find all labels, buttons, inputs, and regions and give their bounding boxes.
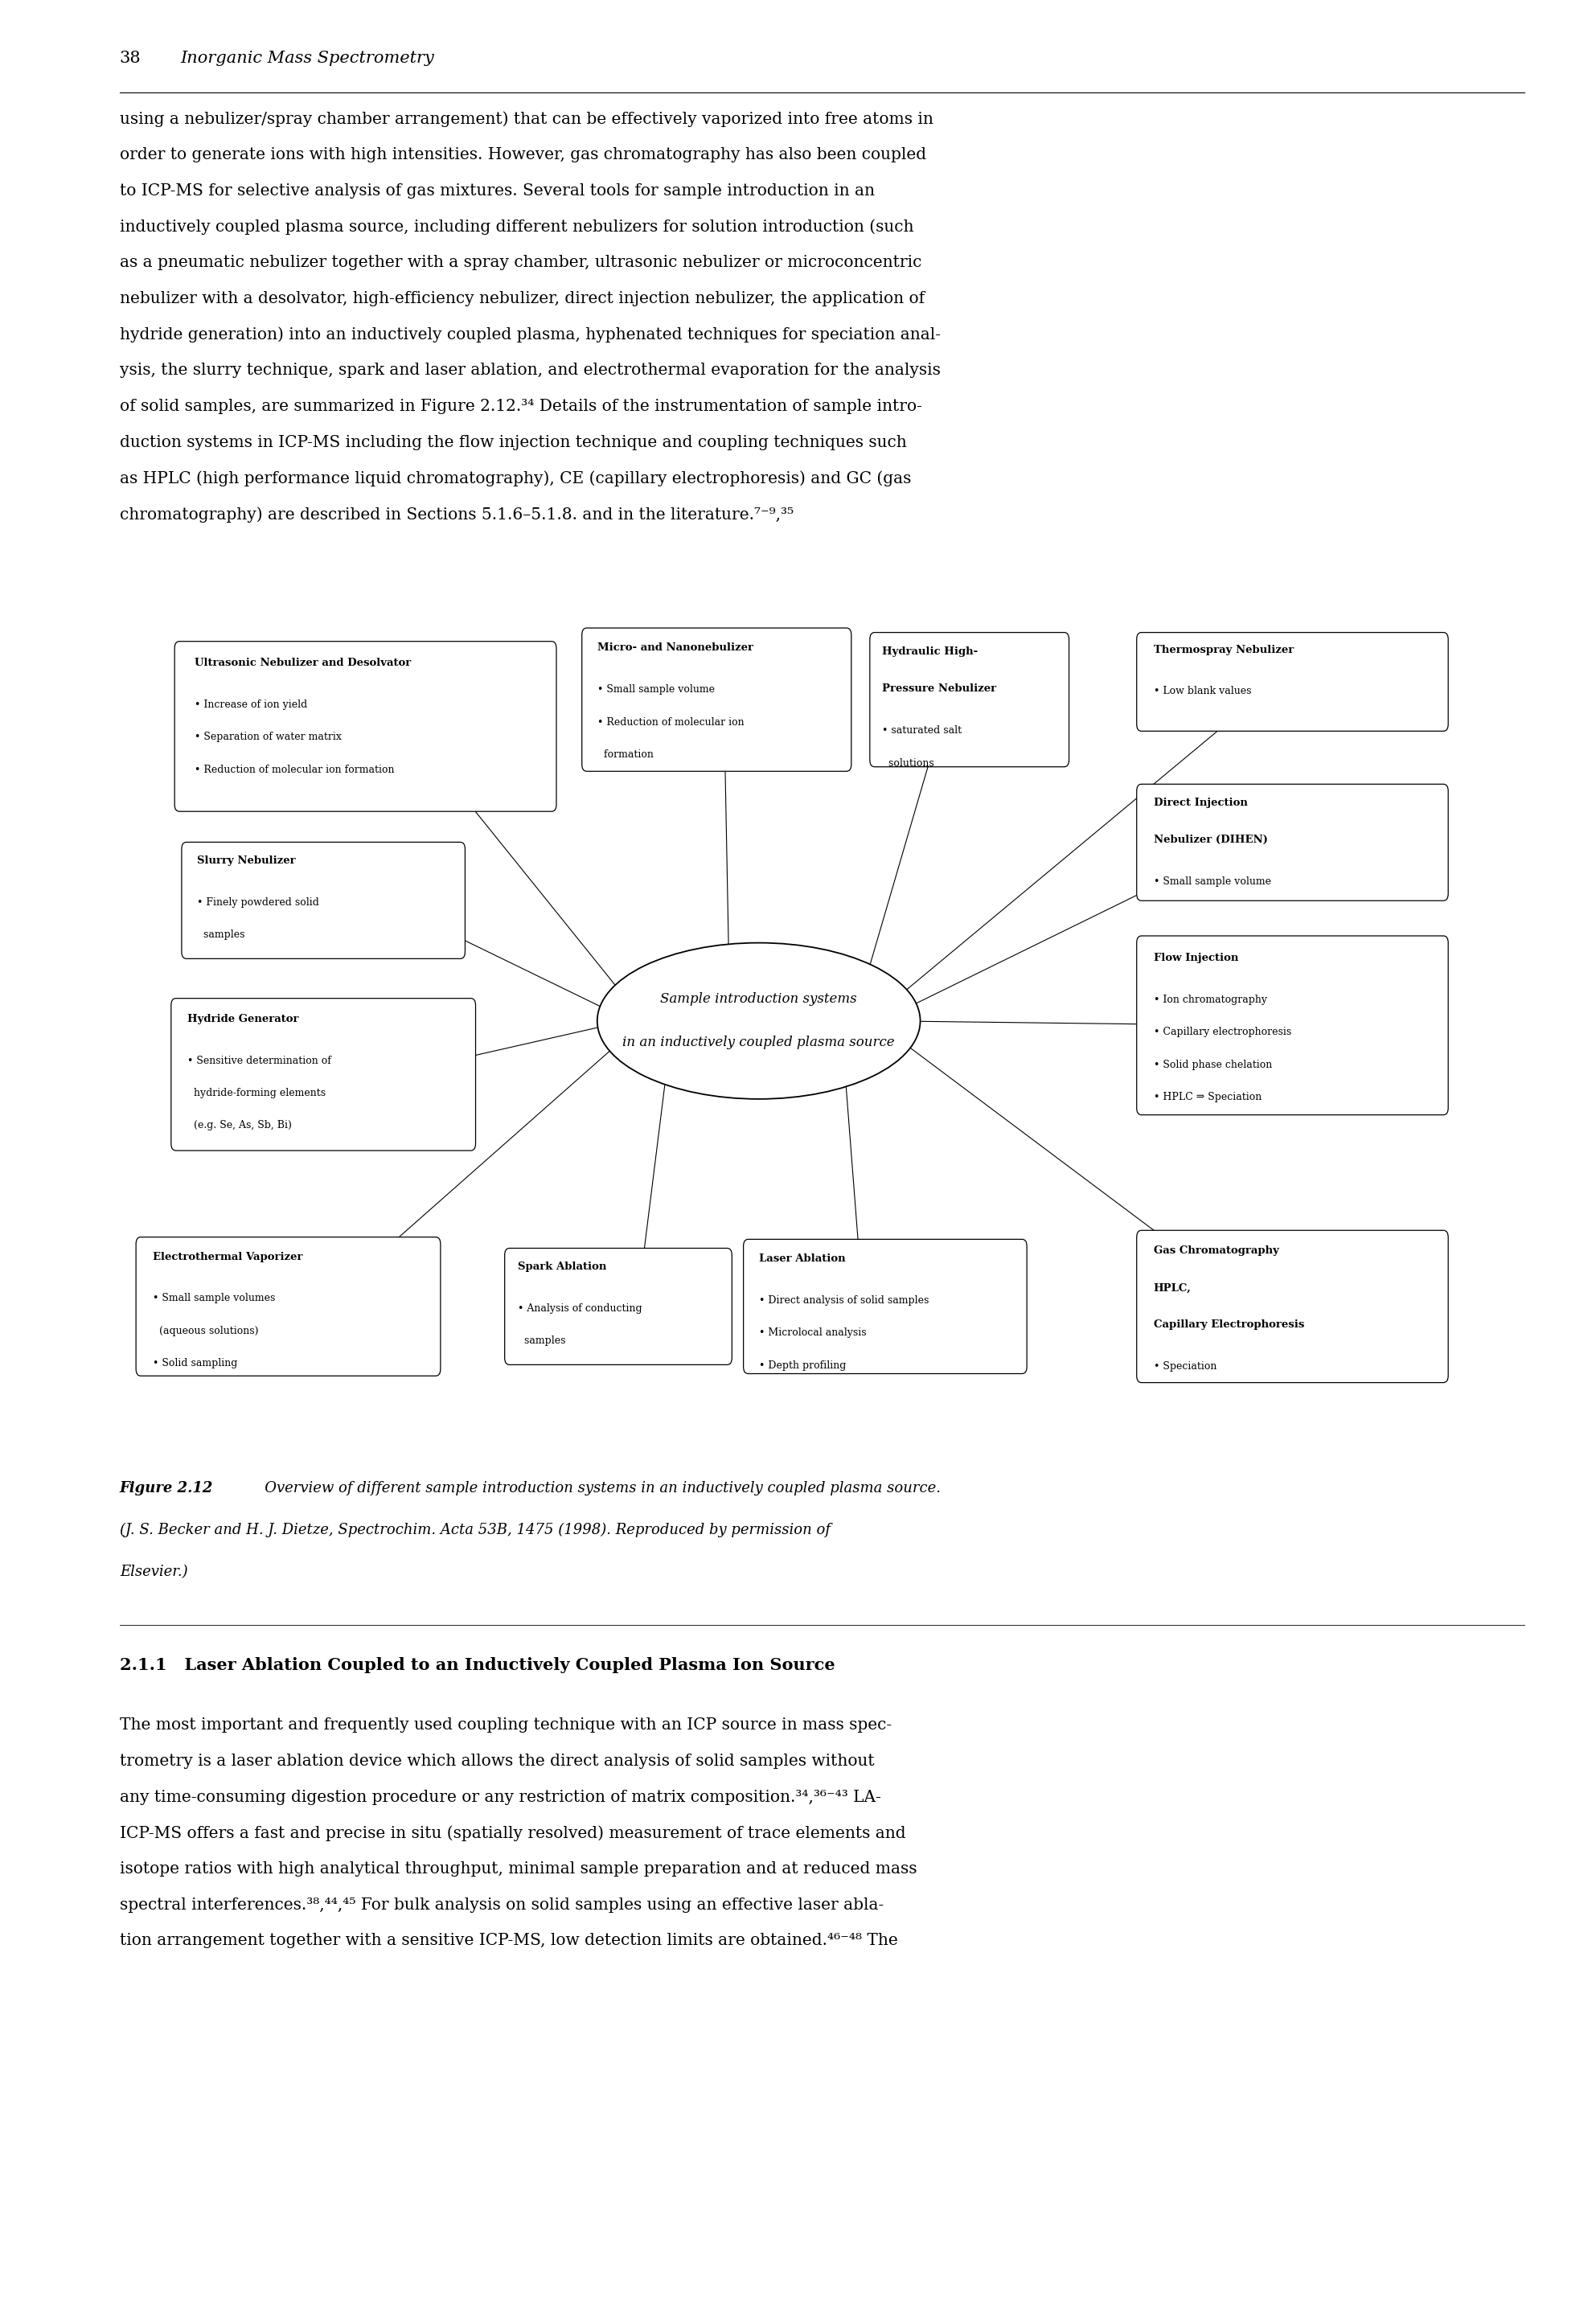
Text: • saturated salt: • saturated salt [883, 726, 962, 735]
Text: • Depth profiling: • Depth profiling [760, 1361, 846, 1370]
Text: Thermospray Nebulizer: Thermospray Nebulizer [1154, 644, 1294, 656]
FancyBboxPatch shape [171, 999, 476, 1150]
Text: order to generate ions with high intensities. However, gas chromatography has al: order to generate ions with high intensi… [120, 146, 926, 162]
Text: Hydraulic High-: Hydraulic High- [883, 647, 978, 656]
Text: HPLC,: HPLC, [1154, 1282, 1191, 1293]
Text: any time-consuming digestion procedure or any restriction of matrix composition.: any time-consuming digestion procedure o… [120, 1789, 881, 1806]
Text: • Low blank values: • Low blank values [1154, 686, 1251, 698]
FancyBboxPatch shape [504, 1247, 733, 1365]
Text: in an inductively coupled plasma source: in an inductively coupled plasma source [622, 1036, 895, 1050]
Text: • Capillary electrophoresis: • Capillary electrophoresis [1154, 1027, 1291, 1038]
Text: 38: 38 [120, 51, 140, 67]
Text: trometry is a laser ablation device which allows the direct analysis of solid sa: trometry is a laser ablation device whic… [120, 1752, 875, 1769]
Text: as HPLC (high performance liquid chromatography), CE (capillary electrophoresis): as HPLC (high performance liquid chromat… [120, 471, 911, 487]
Text: samples: samples [519, 1335, 567, 1347]
Text: Direct Injection: Direct Injection [1154, 797, 1248, 807]
Text: samples: samples [198, 930, 246, 939]
Text: spectral interferences.³⁸,⁴⁴,⁴⁵ For bulk analysis on solid samples using an effe: spectral interferences.³⁸,⁴⁴,⁴⁵ For bulk… [120, 1896, 884, 1912]
FancyBboxPatch shape [136, 1238, 440, 1377]
FancyBboxPatch shape [1136, 633, 1448, 730]
Text: ysis, the slurry technique, spark and laser ablation, and electrothermal evapora: ysis, the slurry technique, spark and la… [120, 362, 940, 378]
Text: • Small sample volume: • Small sample volume [1154, 876, 1270, 885]
Text: ICP-MS offers a fast and precise in situ (spatially resolved) measurement of tra: ICP-MS offers a fast and precise in situ… [120, 1824, 907, 1840]
Text: (aqueous solutions): (aqueous solutions) [153, 1326, 259, 1335]
Text: using a nebulizer/spray chamber arrangement) that can be effectively vaporized i: using a nebulizer/spray chamber arrangem… [120, 111, 934, 127]
Text: Micro- and Nanonebulizer: Micro- and Nanonebulizer [597, 642, 753, 654]
Text: as a pneumatic nebulizer together with a spray chamber, ultrasonic nebulizer or : as a pneumatic nebulizer together with a… [120, 255, 921, 271]
Text: • Speciation: • Speciation [1154, 1361, 1216, 1372]
Text: to ICP-MS for selective analysis of gas mixtures. Several tools for sample intro: to ICP-MS for selective analysis of gas … [120, 183, 875, 199]
Text: Slurry Nebulizer: Slurry Nebulizer [198, 855, 295, 865]
FancyBboxPatch shape [1136, 783, 1448, 902]
Text: Overview of different sample introduction systems in an inductively coupled plas: Overview of different sample introductio… [251, 1481, 940, 1495]
Text: • Direct analysis of solid samples: • Direct analysis of solid samples [760, 1296, 929, 1305]
Text: • Finely powdered solid: • Finely powdered solid [198, 897, 319, 906]
Text: Capillary Electrophoresis: Capillary Electrophoresis [1154, 1319, 1304, 1331]
Text: • Analysis of conducting: • Analysis of conducting [519, 1303, 643, 1314]
Text: Hydride Generator: Hydride Generator [188, 1013, 298, 1025]
Text: • Ion chromatography: • Ion chromatography [1154, 994, 1267, 1006]
Text: inductively coupled plasma source, including different nebulizers for solution i: inductively coupled plasma source, inclu… [120, 218, 913, 234]
Text: hydride-forming elements: hydride-forming elements [188, 1087, 326, 1099]
Text: Laser Ablation: Laser Ablation [760, 1254, 846, 1263]
FancyBboxPatch shape [182, 841, 464, 960]
Text: Pressure Nebulizer: Pressure Nebulizer [883, 684, 996, 693]
FancyBboxPatch shape [1136, 936, 1448, 1115]
Text: • Solid phase chelation: • Solid phase chelation [1154, 1059, 1272, 1071]
Text: • HPLC ⇒ Speciation: • HPLC ⇒ Speciation [1154, 1092, 1261, 1103]
FancyBboxPatch shape [1136, 1231, 1448, 1382]
Text: (J. S. Becker and H. J. Dietze, Spectrochim. Acta 53B, 1475 (1998). Reproduced b: (J. S. Becker and H. J. Dietze, Spectroc… [120, 1523, 830, 1537]
Text: tion arrangement together with a sensitive ICP-MS, low detection limits are obta: tion arrangement together with a sensiti… [120, 1933, 899, 1949]
Text: • Separation of water matrix: • Separation of water matrix [195, 732, 342, 742]
Text: Figure 2.12: Figure 2.12 [120, 1481, 214, 1495]
Text: • Increase of ion yield: • Increase of ion yield [195, 700, 306, 709]
Text: formation: formation [597, 749, 653, 760]
Text: Sample introduction systems: Sample introduction systems [661, 992, 857, 1006]
Text: Elsevier.): Elsevier.) [120, 1565, 188, 1579]
Text: Gas Chromatography: Gas Chromatography [1154, 1245, 1278, 1256]
Text: of solid samples, are summarized in Figure 2.12.³⁴ Details of the instrumentatio: of solid samples, are summarized in Figu… [120, 399, 922, 415]
FancyBboxPatch shape [174, 642, 557, 811]
Text: 2.1.1   Laser Ablation Coupled to an Inductively Coupled Plasma Ion Source: 2.1.1 Laser Ablation Coupled to an Induc… [120, 1657, 835, 1674]
Text: Ultrasonic Nebulizer and Desolvator: Ultrasonic Nebulizer and Desolvator [195, 658, 410, 668]
FancyBboxPatch shape [870, 633, 1069, 767]
Text: Inorganic Mass Spectrometry: Inorganic Mass Spectrometry [180, 51, 434, 67]
Text: Electrothermal Vaporizer: Electrothermal Vaporizer [153, 1252, 303, 1261]
FancyBboxPatch shape [744, 1240, 1026, 1375]
Text: chromatography) are described in Sections 5.1.6–5.1.8. and in the literature.⁷⁻⁹: chromatography) are described in Section… [120, 505, 793, 522]
Text: solutions: solutions [883, 758, 934, 767]
Text: duction systems in ICP-MS including the flow injection technique and coupling te: duction systems in ICP-MS including the … [120, 433, 907, 450]
Text: • Sensitive determination of: • Sensitive determination of [188, 1055, 332, 1066]
Text: The most important and frequently used coupling technique with an ICP source in : The most important and frequently used c… [120, 1718, 892, 1734]
Text: • Reduction of molecular ion: • Reduction of molecular ion [597, 716, 744, 728]
Text: • Small sample volume: • Small sample volume [597, 684, 715, 695]
Text: isotope ratios with high analytical throughput, minimal sample preparation and a: isotope ratios with high analytical thro… [120, 1861, 916, 1878]
Text: hydride generation) into an inductively coupled plasma, hyphenated techniques fo: hydride generation) into an inductively … [120, 327, 940, 343]
Text: Nebulizer (DIHEN): Nebulizer (DIHEN) [1154, 834, 1267, 844]
Text: (e.g. Se, As, Sb, Bi): (e.g. Se, As, Sb, Bi) [188, 1120, 292, 1131]
Text: • Microlocal analysis: • Microlocal analysis [760, 1328, 867, 1337]
Text: nebulizer with a desolvator, high-efficiency nebulizer, direct injection nebuliz: nebulizer with a desolvator, high-effici… [120, 290, 924, 306]
Text: • Solid sampling: • Solid sampling [153, 1358, 238, 1368]
Text: Spark Ablation: Spark Ablation [519, 1261, 606, 1273]
Text: • Reduction of molecular ion formation: • Reduction of molecular ion formation [195, 765, 394, 774]
Text: • Small sample volumes: • Small sample volumes [153, 1293, 275, 1303]
Text: Flow Injection: Flow Injection [1154, 953, 1238, 964]
FancyBboxPatch shape [583, 628, 851, 772]
